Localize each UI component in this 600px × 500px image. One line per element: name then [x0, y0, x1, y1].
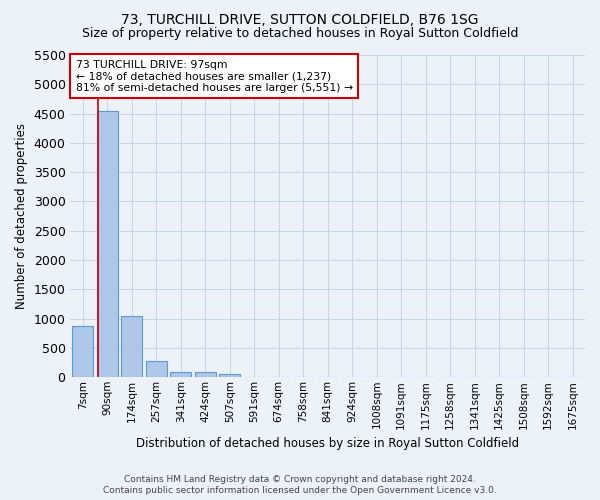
Text: 73, TURCHILL DRIVE, SUTTON COLDFIELD, B76 1SG: 73, TURCHILL DRIVE, SUTTON COLDFIELD, B7…: [121, 12, 479, 26]
Text: Contains HM Land Registry data © Crown copyright and database right 2024.: Contains HM Land Registry data © Crown c…: [124, 475, 476, 484]
Bar: [72, 326, 93, 377]
Bar: [195, 372, 215, 377]
Y-axis label: Number of detached properties: Number of detached properties: [15, 123, 28, 309]
Bar: [97, 110, 118, 377]
Bar: [219, 374, 240, 377]
Text: 73 TURCHILL DRIVE: 97sqm
← 18% of detached houses are smaller (1,237)
81% of sem: 73 TURCHILL DRIVE: 97sqm ← 18% of detach…: [76, 60, 353, 93]
Text: Contains public sector information licensed under the Open Government Licence v3: Contains public sector information licen…: [103, 486, 497, 495]
Bar: [170, 372, 191, 377]
X-axis label: Distribution of detached houses by size in Royal Sutton Coldfield: Distribution of detached houses by size …: [136, 437, 519, 450]
Text: Size of property relative to detached houses in Royal Sutton Coldfield: Size of property relative to detached ho…: [82, 28, 518, 40]
Bar: [121, 316, 142, 377]
Bar: [146, 361, 167, 377]
